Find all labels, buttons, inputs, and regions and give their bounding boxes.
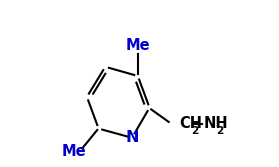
Text: 2: 2 [191,126,198,136]
Text: Me: Me [61,144,86,159]
Text: CH: CH [179,116,202,131]
Text: N: N [125,130,139,145]
Text: 2: 2 [216,126,223,136]
Text: NH: NH [204,116,229,131]
Text: Me: Me [126,38,150,53]
